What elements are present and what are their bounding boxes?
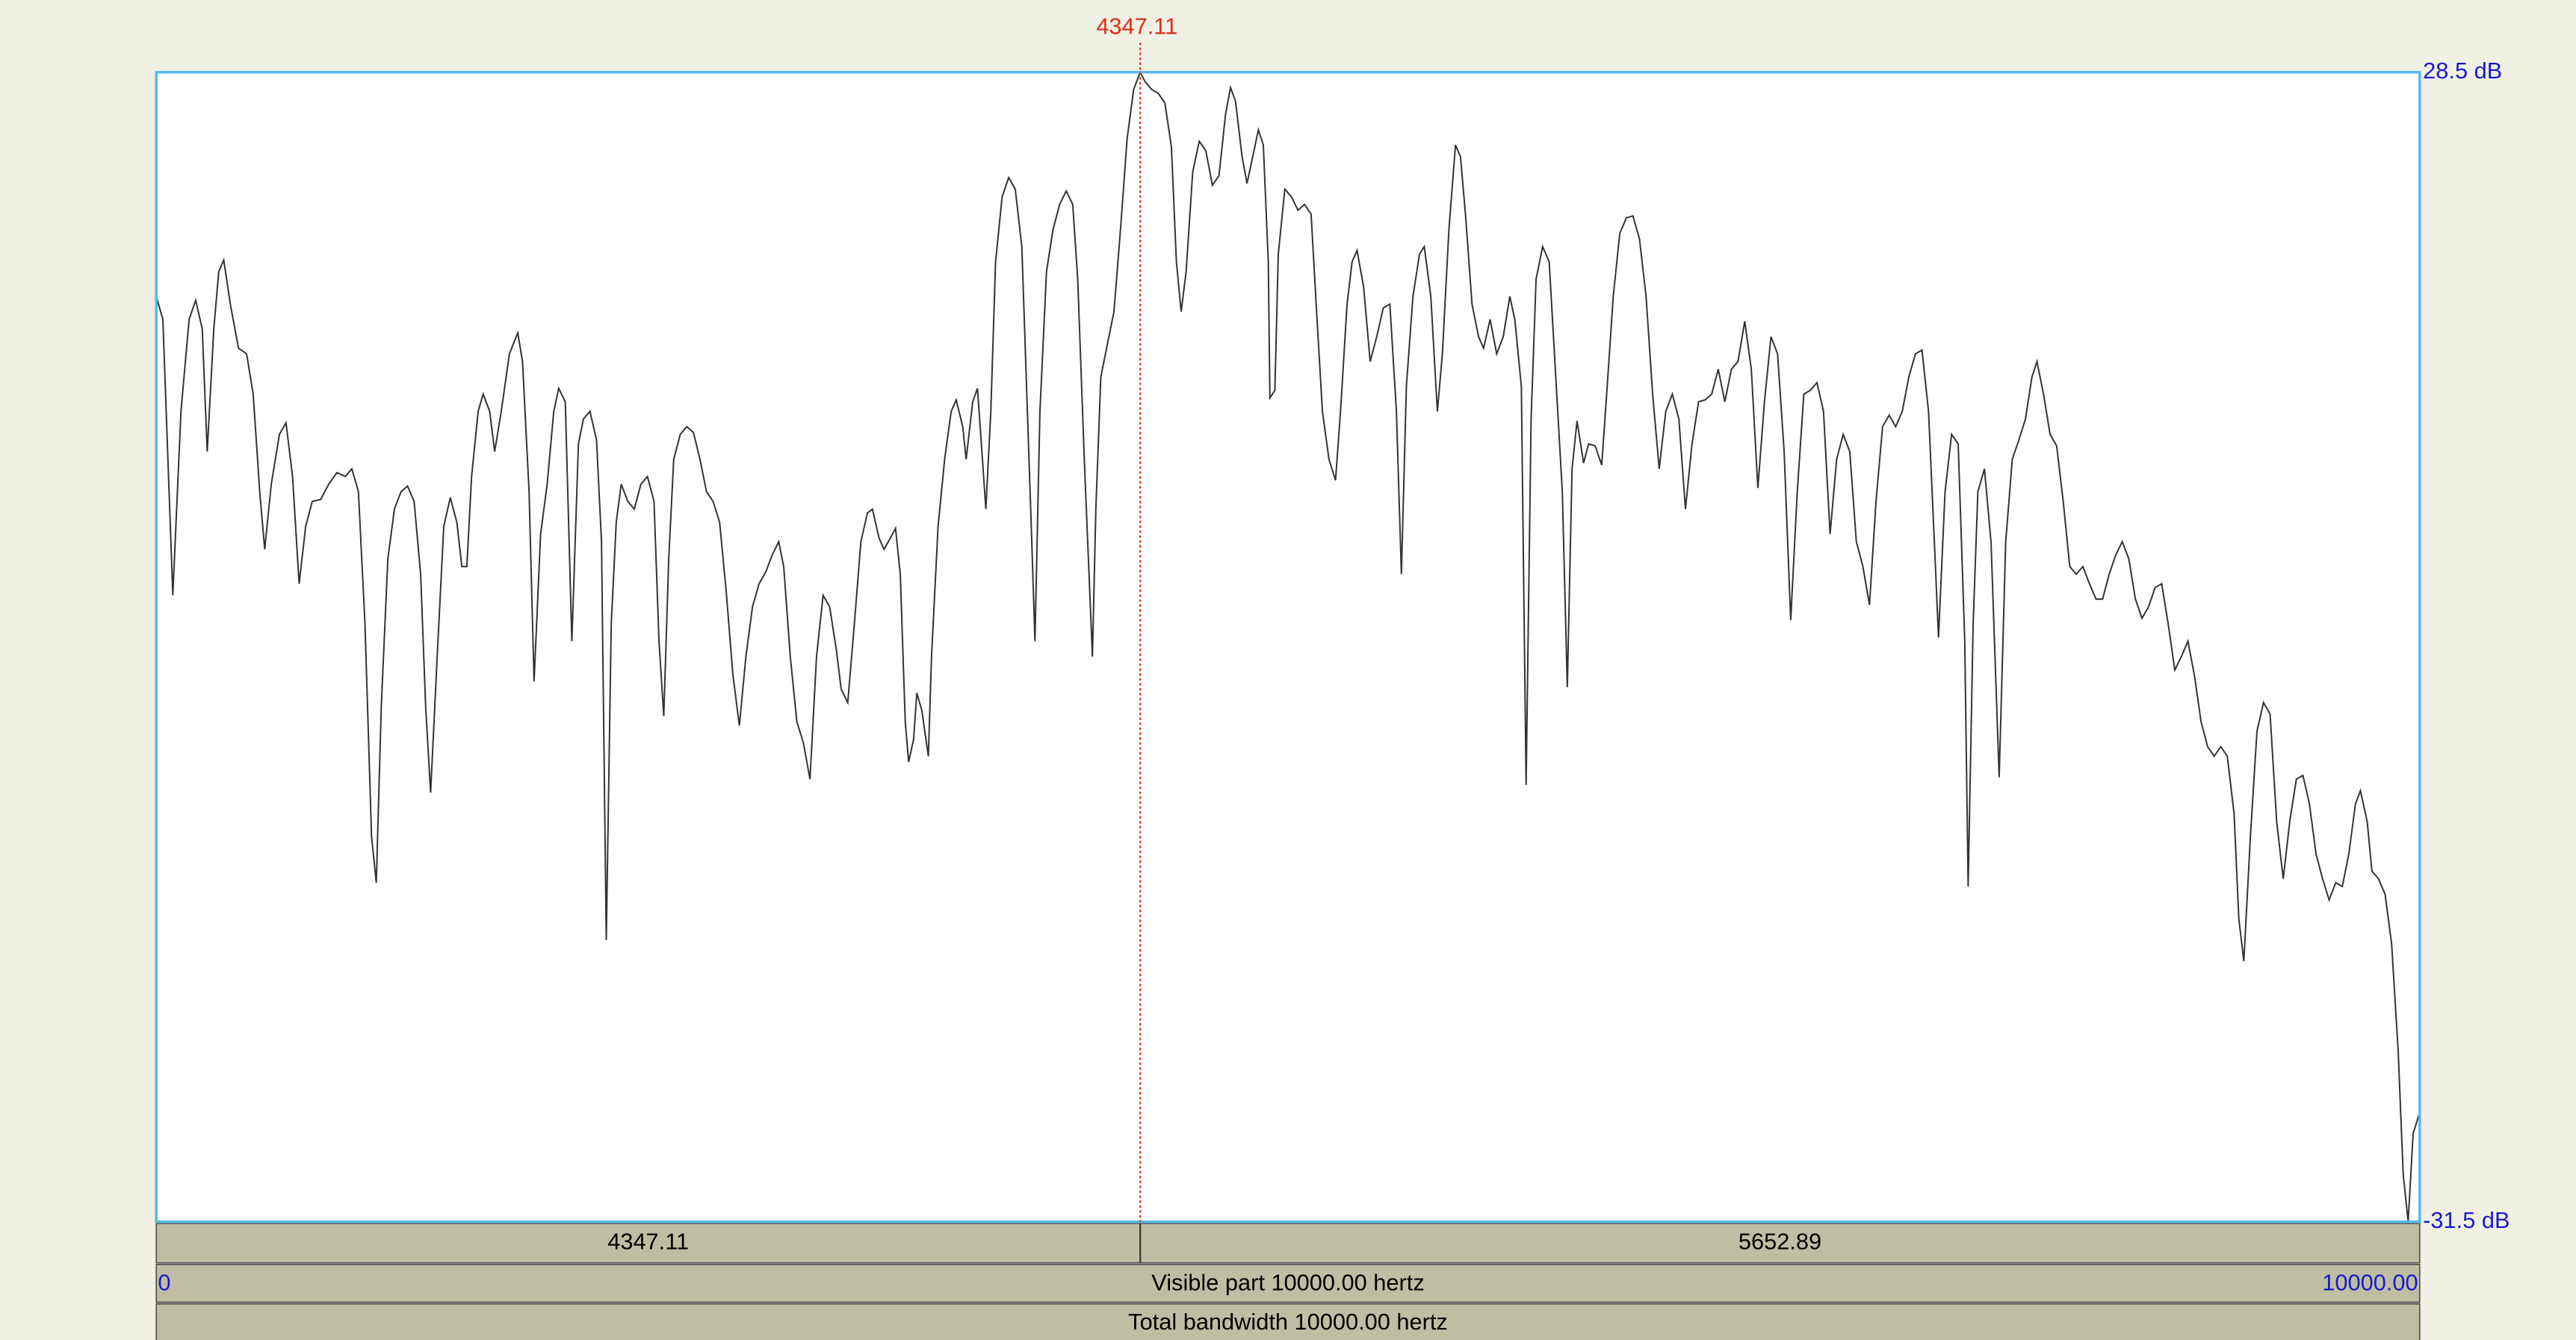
cursor-bar[interactable] [155,1223,2421,1264]
x-tick-label: 0 [158,1269,170,1295]
plot-frame [155,70,2421,1223]
spectrum-line [155,70,2421,1222]
plot-area [156,72,2420,1222]
visible-part-bar[interactable] [155,1263,2421,1303]
cursor-right-part: 5652.89 [1739,1228,1821,1254]
visible-part-label: Visible part 10000.00 hertz [1151,1269,1424,1295]
cursor-left-part: 4347.11 [607,1228,689,1254]
y-tick-label: 28.5 dB [2423,58,2502,84]
total-bandwidth-label: Total bandwidth 10000.00 hertz [1128,1309,1448,1335]
x-tick-label: 10000.00 [2322,1269,2418,1295]
y-tick-label: -31.5 dB [2423,1207,2510,1233]
cursor-label: 4347.11 [1096,13,1177,40]
total-bandwidth-bar[interactable] [155,1303,2421,1340]
